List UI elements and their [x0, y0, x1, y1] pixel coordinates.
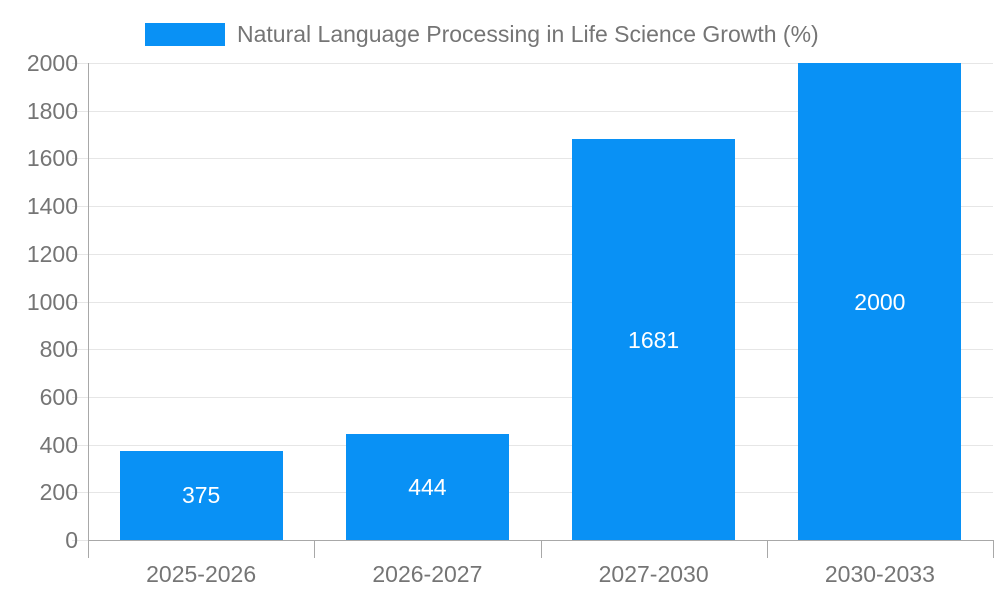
gridline: [88, 492, 993, 494]
y-axis-tick: [72, 253, 88, 255]
y-axis-tick: [72, 158, 88, 160]
gridline: [88, 349, 993, 351]
y-axis-tick-label: 200: [39, 479, 78, 506]
gridline: [88, 158, 993, 160]
legend-item[interactable]: Natural Language Processing in Life Scie…: [145, 21, 819, 47]
y-axis-tick-label: 600: [39, 383, 78, 410]
y-axis-tick-label: 2000: [26, 50, 78, 76]
gridline: [88, 63, 993, 64]
y-axis-tick: [72, 63, 88, 64]
y-axis-tick-label: 800: [39, 336, 78, 363]
legend-swatch: [145, 22, 225, 46]
x-axis-tick: [88, 540, 89, 558]
legend-label: Natural Language Processing in Life Scie…: [237, 21, 819, 47]
bar-value-label: 1681: [628, 326, 680, 353]
y-axis-tick-label: 1400: [26, 193, 78, 220]
gridline: [88, 396, 993, 398]
y-axis-tick: [72, 396, 88, 398]
bar-value-label: 444: [408, 474, 447, 501]
x-axis-tick: [540, 540, 542, 558]
x-axis-tick-label: 2026-2027: [372, 561, 483, 587]
bar-value-label: 2000: [854, 288, 906, 315]
y-axis-tick: [72, 349, 88, 351]
y-axis-tick-label: 1800: [26, 97, 78, 124]
bar[interactable]: [119, 450, 283, 540]
y-axis-tick: [72, 301, 88, 303]
bar[interactable]: [345, 434, 509, 540]
bar-value-label: 375: [181, 482, 221, 509]
y-axis-tick-label: 1000: [26, 288, 78, 315]
y-axis-tick: [72, 110, 88, 112]
bar[interactable]: [572, 139, 736, 540]
x-axis-tick-label: 2030-2033: [824, 561, 935, 587]
y-axis-line: [88, 63, 89, 558]
bar[interactable]: [798, 63, 962, 540]
x-axis-tick: [314, 540, 316, 558]
gridline: [88, 110, 993, 112]
y-axis-tick: [72, 206, 88, 208]
y-axis-tick-label: 1200: [26, 240, 78, 267]
x-axis-tick-label: 2025-2026: [146, 561, 257, 587]
y-axis-tick: [72, 540, 88, 541]
y-axis-tick-label: 0: [65, 527, 78, 553]
y-axis-tick-label: 400: [39, 431, 78, 458]
gridline: [88, 444, 993, 446]
gridline: [88, 301, 993, 303]
gridline: [88, 253, 993, 255]
gridline: [88, 206, 993, 208]
y-axis-tick: [72, 492, 88, 494]
x-axis-tick-label: 2027-2030: [598, 561, 709, 587]
x-axis-tick: [993, 540, 994, 558]
y-axis-tick-label: 1600: [26, 145, 78, 172]
y-axis-tick: [72, 444, 88, 446]
x-axis-tick: [766, 540, 768, 558]
